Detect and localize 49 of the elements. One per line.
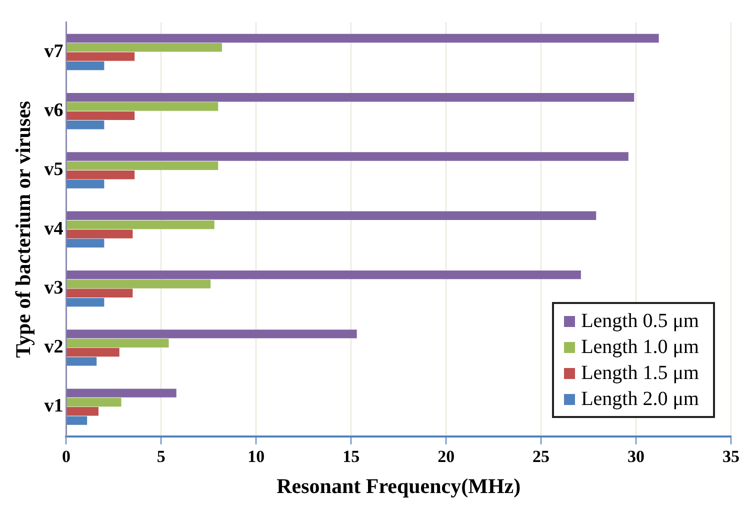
bar bbox=[66, 357, 97, 366]
bar bbox=[66, 61, 104, 70]
bar bbox=[66, 330, 357, 338]
bar bbox=[66, 170, 135, 180]
bar bbox=[66, 230, 133, 238]
bar bbox=[66, 338, 169, 348]
bar bbox=[66, 388, 176, 398]
x-tick-label: 20 bbox=[438, 446, 455, 466]
y-tick-label: v1 bbox=[44, 396, 64, 417]
y-tick-label: v3 bbox=[44, 277, 64, 298]
legend-label: Length 2.0 μm bbox=[581, 387, 699, 412]
x-tick-label: 35 bbox=[722, 446, 740, 466]
bar bbox=[66, 161, 218, 170]
x-tick-label: 15 bbox=[342, 446, 360, 466]
bar bbox=[66, 52, 135, 61]
bar bbox=[66, 180, 104, 188]
bar bbox=[66, 211, 596, 220]
y-tick-label: v2 bbox=[44, 336, 64, 358]
bar bbox=[66, 298, 104, 307]
bar bbox=[66, 220, 214, 230]
x-tick-label: 25 bbox=[532, 446, 550, 466]
legend-label: Length 0.5 μm bbox=[581, 309, 699, 334]
y-axis-title: Type of bacterium or viruses bbox=[11, 100, 36, 358]
x-tick-label: 10 bbox=[248, 446, 265, 466]
bar bbox=[66, 43, 222, 52]
bar bbox=[66, 120, 104, 130]
x-tick-label: 5 bbox=[156, 446, 166, 466]
bar bbox=[66, 102, 218, 111]
x-tick-label: 0 bbox=[62, 446, 70, 466]
x-axis-title: Resonant Frequency(MHz) bbox=[276, 474, 521, 498]
bar bbox=[66, 416, 88, 425]
y-tick-label: v5 bbox=[44, 159, 64, 180]
legend-label: Length 1.5 μm bbox=[581, 361, 699, 386]
bar bbox=[66, 93, 634, 102]
bar bbox=[66, 288, 133, 298]
bar bbox=[66, 111, 135, 120]
y-tick-label: v7 bbox=[44, 40, 64, 62]
bar bbox=[66, 407, 98, 416]
bar bbox=[66, 152, 628, 161]
bar bbox=[66, 280, 211, 288]
legend-label: Length 1.0 μm bbox=[581, 335, 699, 360]
bar bbox=[66, 348, 120, 357]
bar bbox=[66, 270, 581, 280]
y-tick-label: v4 bbox=[44, 218, 64, 240]
bar bbox=[66, 398, 122, 407]
x-tick-label: 30 bbox=[628, 446, 645, 466]
bar bbox=[66, 34, 659, 43]
bar bbox=[66, 238, 104, 248]
y-tick-label: v6 bbox=[44, 100, 64, 122]
